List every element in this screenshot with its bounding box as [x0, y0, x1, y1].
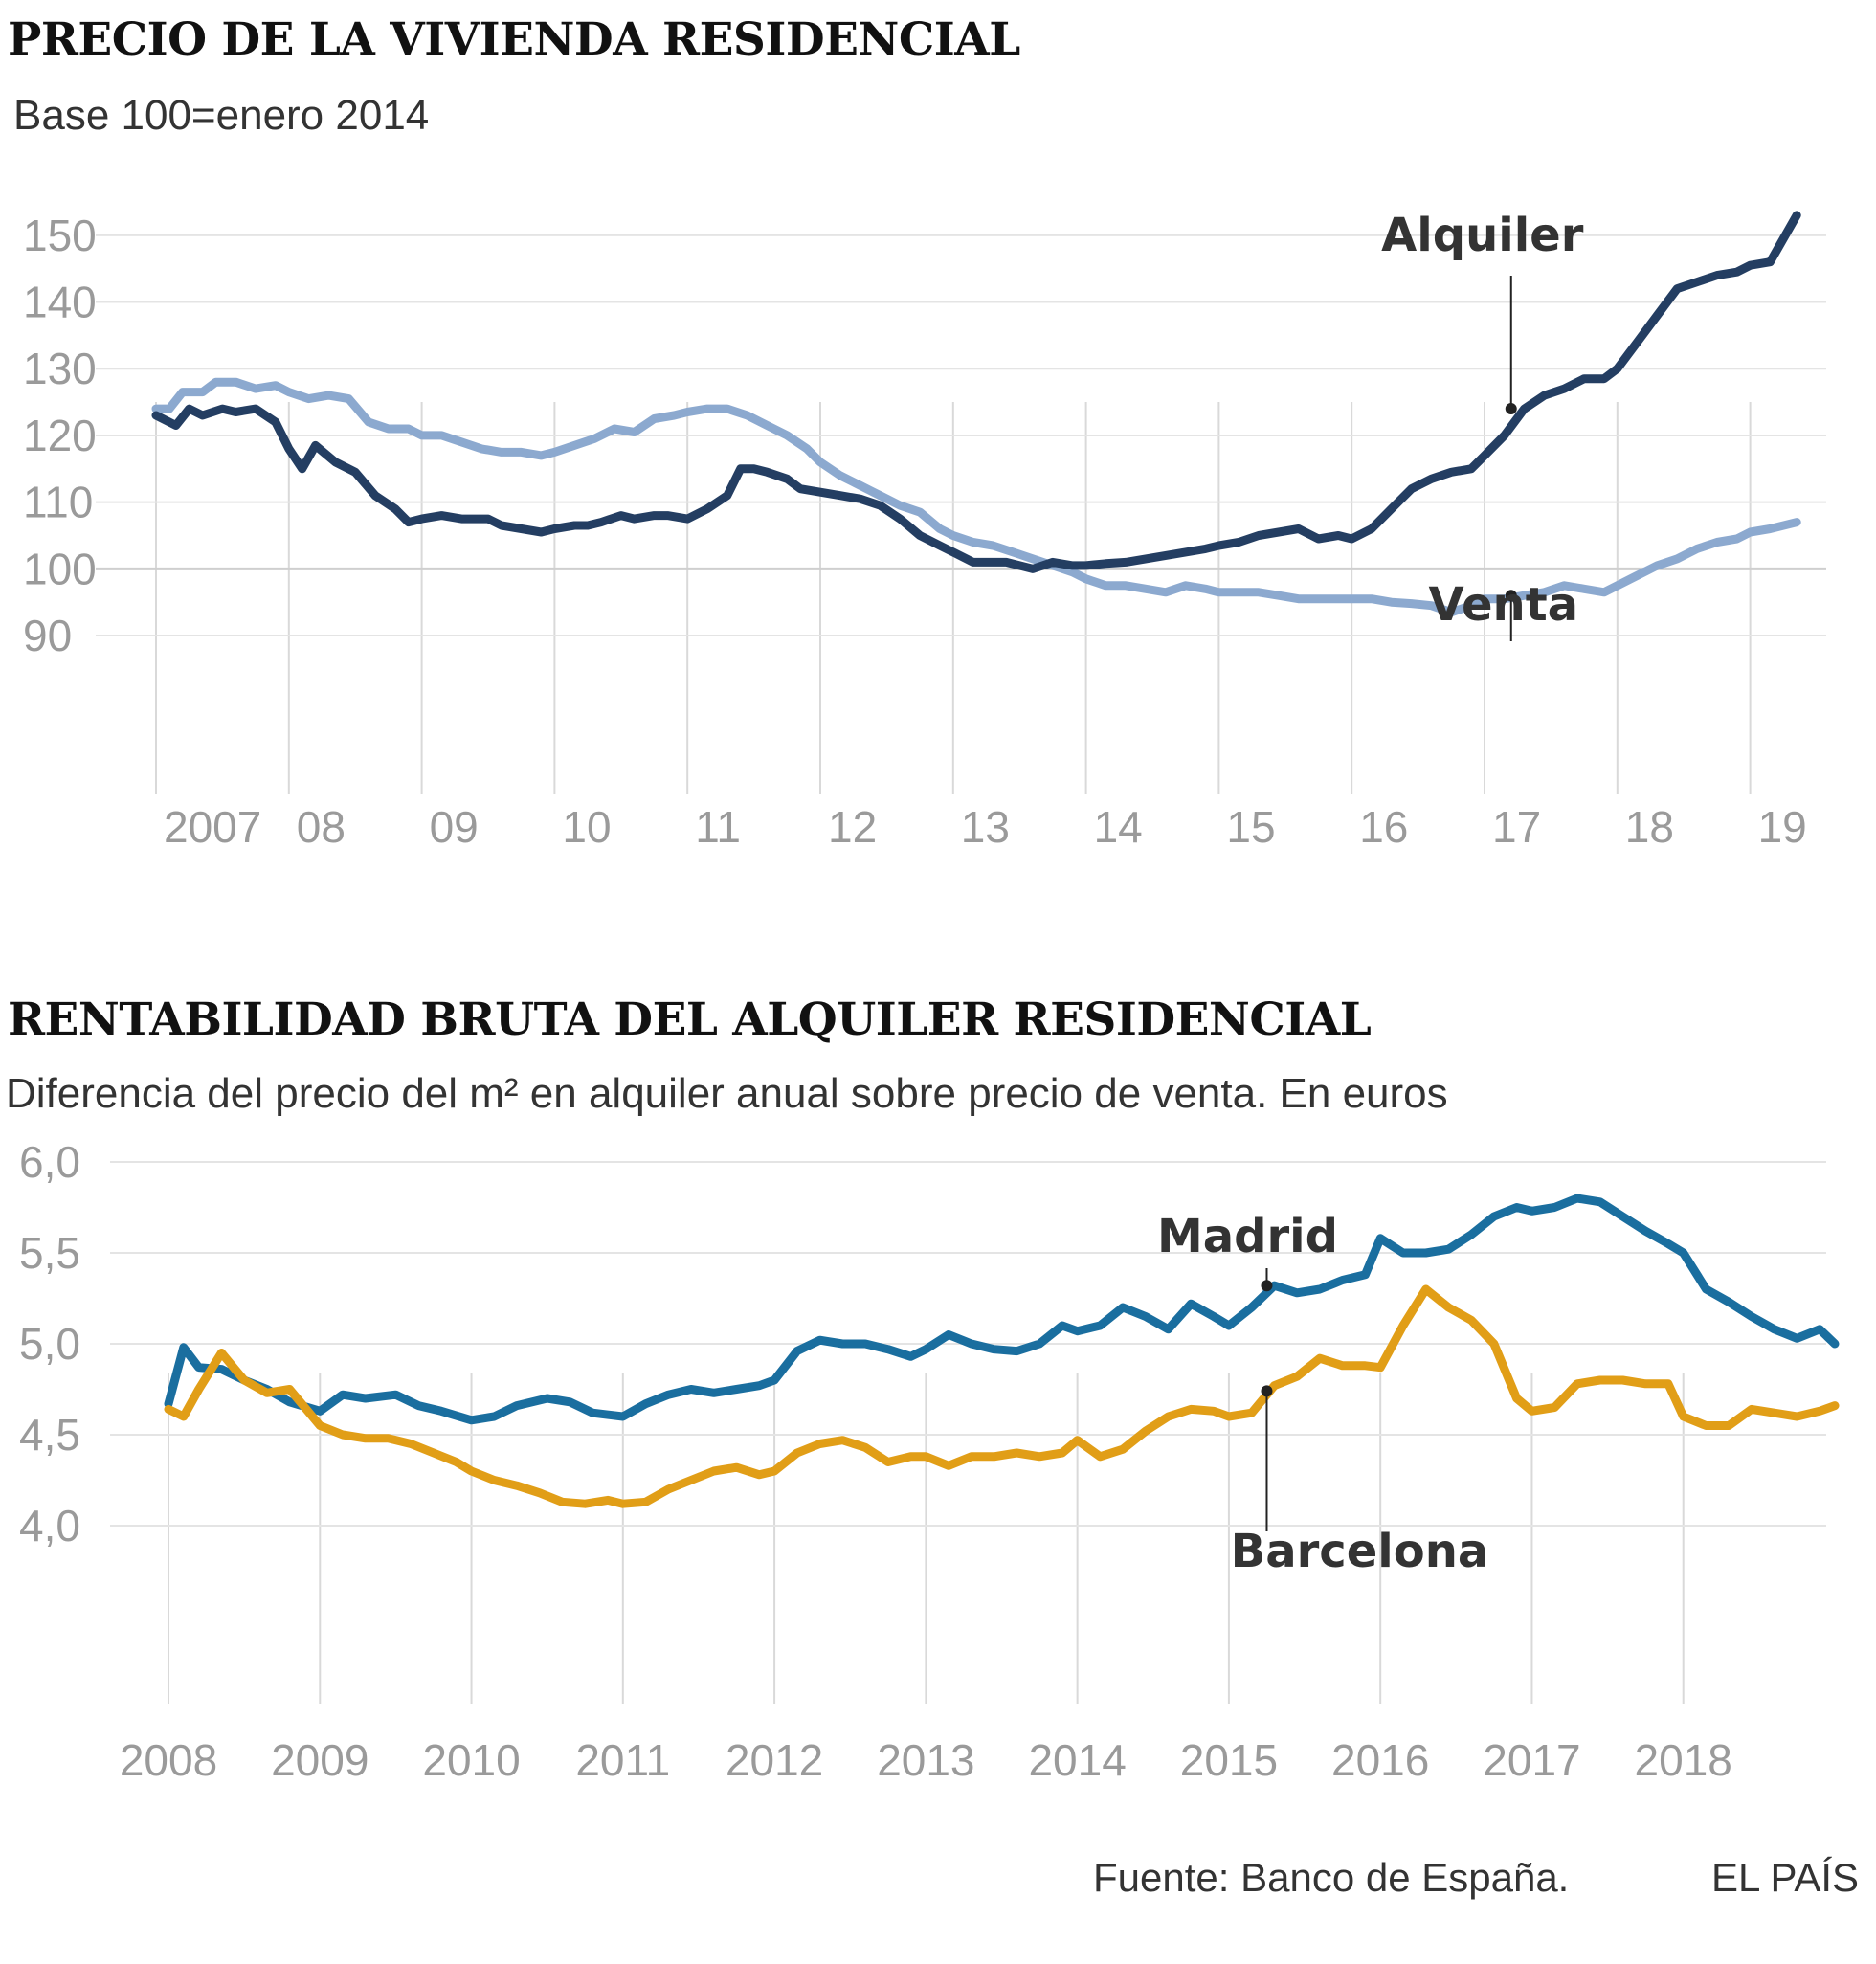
- x-tick-label: 2018: [1635, 1735, 1732, 1785]
- x-tick-label: 2007: [164, 802, 261, 852]
- brand-label: EL PAÍS: [1711, 1855, 1860, 1900]
- x-tick-label: 2015: [1180, 1735, 1278, 1785]
- y-tick-label: 130: [23, 344, 97, 393]
- annotation-alquiler: Alquiler: [1381, 209, 1584, 262]
- chart2-title: RENTABILIDAD BRUTA DEL ALQUILER RESIDENC…: [8, 993, 1372, 1046]
- x-tick-label: 15: [1226, 802, 1275, 852]
- x-tick-label: 2017: [1483, 1735, 1580, 1785]
- y-tick-label: 4,0: [19, 1501, 80, 1551]
- series-line-alquiler: [151, 211, 1801, 573]
- annotation-madrid: Madrid: [1157, 1210, 1338, 1263]
- x-tick-label: 14: [1094, 802, 1143, 852]
- x-tick-label: 2016: [1331, 1735, 1429, 1785]
- series-line-madrid: [164, 1194, 1840, 1425]
- x-tick-label: 17: [1492, 802, 1541, 852]
- annotation-dot: [1261, 1385, 1273, 1397]
- y-tick-label: 150: [23, 211, 97, 260]
- x-tick-label: 08: [297, 802, 346, 852]
- x-tick-label: 16: [1359, 802, 1408, 852]
- y-tick-label: 140: [23, 278, 97, 327]
- y-tick-label: 4,5: [19, 1410, 80, 1460]
- annotation-dot: [1505, 403, 1517, 415]
- x-tick-label: 13: [961, 802, 1010, 852]
- y-tick-label: 6,0: [19, 1137, 80, 1187]
- x-tick-label: 2008: [120, 1735, 217, 1785]
- x-tick-label: 2014: [1028, 1735, 1126, 1785]
- x-tick-label: 2013: [877, 1735, 974, 1785]
- x-tick-label: 2011: [575, 1735, 670, 1785]
- x-tick-label: 18: [1625, 802, 1674, 852]
- x-tick-label: 12: [828, 802, 877, 852]
- y-tick-label: 110: [23, 478, 93, 527]
- y-tick-label: 120: [23, 411, 97, 460]
- y-tick-label: 5,0: [19, 1319, 80, 1369]
- series-line-barcelona: [164, 1284, 1840, 1508]
- chart1-subtitle: Base 100=enero 2014: [13, 92, 430, 139]
- y-tick-label: 90: [23, 611, 72, 660]
- annotation-dot: [1505, 590, 1517, 602]
- x-tick-label: 19: [1758, 802, 1807, 852]
- chart2-svg: 2008 2009 2010 2011 2012 2013 2014 2015 2016 2017…: [19, 1137, 1840, 1785]
- annotation-venta: Venta: [1428, 578, 1578, 632]
- chart1-svg: 2007 08 09 10 11 12 13 14 15 16 17 18 19 90 100 110 120 1…: [23, 209, 1826, 852]
- annotation-dot: [1261, 1280, 1273, 1292]
- y-tick-label: 5,5: [19, 1228, 80, 1278]
- x-tick-label: 2009: [271, 1735, 368, 1785]
- x-tick-label: 10: [562, 802, 611, 852]
- x-tick-label: 2010: [422, 1735, 520, 1785]
- source-note: Fuente: Banco de España.: [1093, 1855, 1570, 1900]
- annotation-barcelona: Barcelona: [1231, 1525, 1489, 1578]
- x-tick-label: 2012: [726, 1735, 823, 1785]
- chart1-title: PRECIO DE LA VIVIENDA RESIDENCIAL: [8, 13, 1020, 66]
- x-tick-label: 11: [695, 802, 741, 852]
- chart2-subtitle: Diferencia del precio del m² en alquiler…: [6, 1070, 1448, 1117]
- x-tick-label: 09: [430, 802, 479, 852]
- y-tick-label: 100: [23, 544, 97, 593]
